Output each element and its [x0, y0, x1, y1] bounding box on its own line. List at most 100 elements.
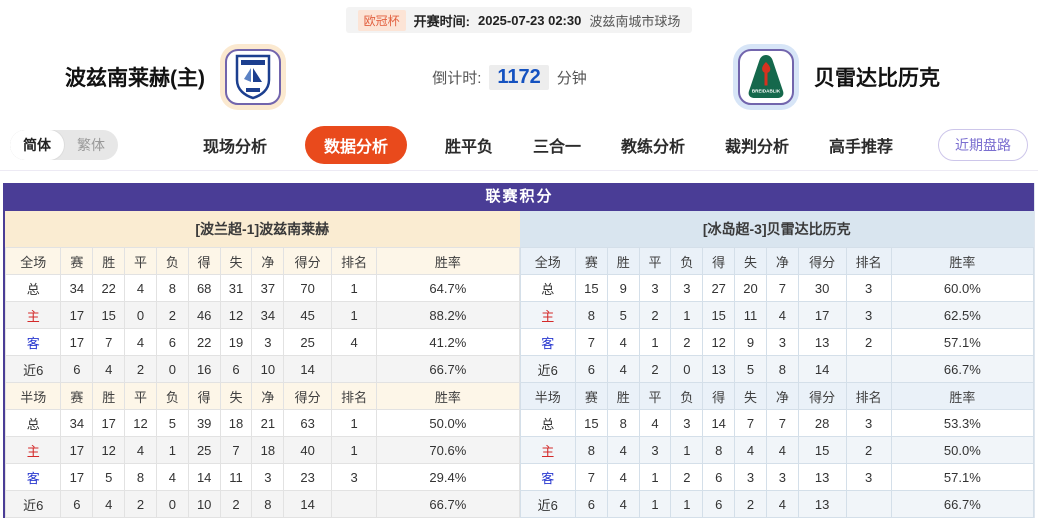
stat-cell: 2	[845, 436, 892, 464]
recent-odds-button[interactable]: 近期盘路	[938, 128, 1028, 161]
stat-cell	[330, 355, 378, 383]
row-label: 总	[4, 409, 62, 437]
stat-cell: 66.7%	[376, 490, 520, 518]
stat-cell: 8	[574, 301, 608, 329]
stat-cell: 3	[765, 463, 799, 491]
stat-cell: 5	[606, 301, 640, 329]
stat-cell: 29.4%	[376, 463, 520, 491]
stat-cell: 4	[638, 409, 672, 437]
column-header: 得	[702, 382, 736, 410]
stat-cell: 20	[734, 274, 767, 302]
home-subtitle: [波兰超-1]波兹南莱赫	[5, 211, 520, 247]
stat-cell: 63	[283, 409, 332, 437]
stat-cell: 16	[187, 355, 221, 383]
stat-cell: 17	[797, 301, 847, 329]
stat-cell: 25	[187, 436, 221, 464]
nav-tab-2[interactable]: 胜平负	[444, 138, 493, 156]
nav-tab-0[interactable]: 现场分析	[202, 138, 267, 156]
stats-row-away: 客 17 7 4 6 22 19 3 25 4 41.2%	[4, 328, 520, 356]
stat-cell: 12	[92, 436, 126, 464]
stat-cell: 0	[670, 355, 704, 383]
column-header: 半场	[4, 382, 62, 410]
row-label: 总	[4, 274, 62, 302]
column-header: 净	[765, 382, 799, 410]
stat-cell: 57.1%	[890, 328, 1035, 356]
stat-cell: 5	[92, 463, 126, 491]
stat-cell: 4	[606, 436, 640, 464]
stat-cell: 9	[606, 274, 640, 302]
stats-row-total: 总 34 17 12 5 39 18 21 63 1 50.0%	[4, 409, 520, 437]
stat-cell: 2	[670, 463, 704, 491]
lang-simplified-button[interactable]: 简体	[10, 129, 64, 160]
stat-cell: 2	[734, 490, 767, 518]
stat-cell: 2	[638, 301, 672, 329]
nav-tab-6[interactable]: 高手推荐	[829, 138, 894, 156]
column-header: 失	[734, 247, 767, 275]
nav-tab-5[interactable]: 裁判分析	[725, 138, 790, 156]
stat-cell: 15	[702, 301, 736, 329]
stat-cell: 2	[124, 355, 157, 383]
stat-cell: 1	[638, 463, 672, 491]
home-team-logo	[225, 49, 281, 105]
column-header: 赛	[574, 382, 608, 410]
stat-cell: 4	[606, 490, 640, 518]
stat-cell: 3	[845, 301, 892, 329]
stat-cell: 7	[765, 274, 799, 302]
nav-tab-4[interactable]: 教练分析	[621, 138, 686, 156]
nav-tab-3[interactable]: 三合一	[532, 138, 581, 156]
column-header: 平	[638, 382, 672, 410]
column-header: 负	[670, 382, 704, 410]
column-header: 得分	[283, 382, 332, 410]
stat-cell: 17	[60, 436, 94, 464]
stat-cell: 6	[60, 490, 94, 518]
panel-title: 联赛积分	[5, 183, 1034, 211]
language-toggle: 简体 繁体	[10, 129, 118, 160]
stat-cell: 11	[734, 301, 767, 329]
stat-cell: 1	[330, 274, 378, 302]
stat-cell: 25	[283, 328, 332, 356]
stat-cell: 3	[670, 274, 704, 302]
column-header: 净	[251, 247, 285, 275]
stats-row-home: 主 17 15 0 2 46 12 34 45 1 88.2%	[4, 301, 520, 329]
column-header: 负	[155, 382, 189, 410]
nav-tab-1[interactable]: 数据分析	[304, 125, 407, 164]
stats-row-total: 总 15 9 3 3 27 20 7 30 3 60.0%	[519, 274, 1035, 302]
column-header: 胜率	[890, 382, 1035, 410]
row-label: 近6	[519, 355, 576, 383]
league-points-panel: 联赛积分 [波兰超-1]波兹南莱赫 全场赛胜平负得失净得分 排名 胜率总 34 22 4 8…	[3, 183, 1035, 518]
stat-cell: 66.7%	[890, 355, 1035, 383]
column-header: 全场	[519, 247, 576, 275]
countdown-label: 倒计时:	[432, 69, 482, 87]
stat-cell: 68	[187, 274, 221, 302]
stat-cell: 13	[797, 490, 847, 518]
stat-cell: 1	[638, 490, 672, 518]
stat-cell: 70	[283, 274, 332, 302]
column-header: 失	[219, 382, 253, 410]
stat-cell: 2	[670, 328, 704, 356]
stat-cell: 4	[765, 301, 799, 329]
stats-row-home: 主 8 4 3 1 8 4 4 15 2 50.0%	[519, 436, 1035, 464]
column-header: 胜	[606, 247, 640, 275]
stat-cell: 8	[606, 409, 640, 437]
stat-cell: 13	[702, 355, 736, 383]
away-stats-table: 全场赛胜平负得失净得分 排名 胜率总 15 9 3 3 27 20 7 30 3 60.0% 主 8 5 2 1 1…	[519, 247, 1035, 518]
stat-cell: 8	[702, 436, 736, 464]
stat-cell: 60.0%	[890, 274, 1035, 302]
stat-cell: 7	[574, 463, 608, 491]
stat-cell: 8	[251, 490, 285, 518]
stat-cell: 2	[124, 490, 157, 518]
lang-traditional-button[interactable]: 繁体	[77, 136, 105, 153]
stat-cell: 34	[60, 409, 94, 437]
row-label: 客	[4, 463, 62, 491]
stats-row-away: 客 7 4 1 2 6 3 3 13 3 57.1%	[519, 463, 1035, 491]
away-team-name: 贝雷达比历克	[813, 67, 940, 90]
column-header: 胜	[92, 382, 126, 410]
stats-row-recent: 近6 6 4 2 0 13 5 8 14 66.7%	[519, 355, 1035, 383]
stat-cell: 50.0%	[376, 409, 520, 437]
stat-cell: 2	[845, 328, 892, 356]
stat-cell: 15	[574, 274, 608, 302]
stat-cell: 17	[60, 463, 94, 491]
row-label: 近6	[4, 355, 62, 383]
stat-cell: 0	[124, 301, 157, 329]
stat-cell: 0	[155, 355, 189, 383]
